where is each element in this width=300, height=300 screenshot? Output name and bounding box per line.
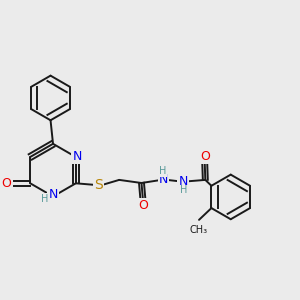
Text: O: O bbox=[200, 151, 210, 164]
Text: H: H bbox=[160, 166, 167, 176]
Text: N: N bbox=[178, 175, 188, 188]
Text: O: O bbox=[2, 177, 12, 190]
Text: H: H bbox=[180, 185, 187, 195]
Text: CH₃: CH₃ bbox=[189, 225, 208, 235]
Text: H: H bbox=[41, 194, 48, 204]
Text: N: N bbox=[72, 150, 82, 163]
Text: N: N bbox=[159, 173, 169, 186]
Text: O: O bbox=[138, 200, 148, 212]
Text: S: S bbox=[94, 178, 103, 192]
Text: N: N bbox=[48, 188, 58, 201]
